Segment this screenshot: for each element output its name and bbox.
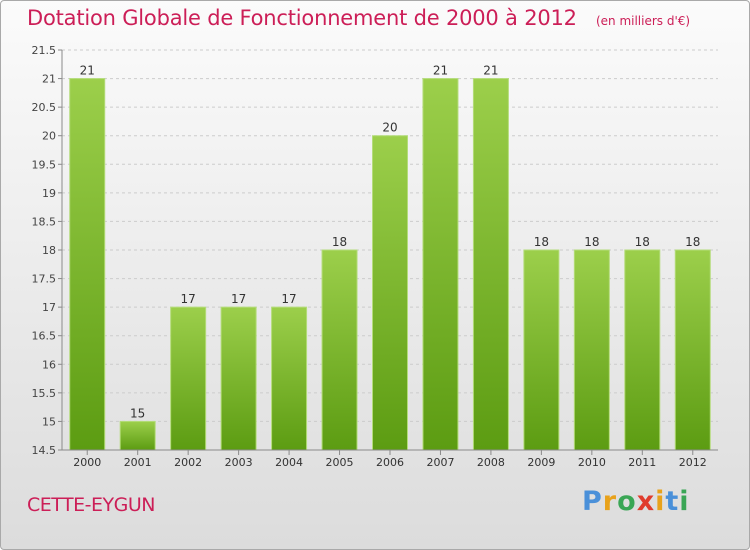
bar-value-label: 18 (332, 235, 347, 249)
y-tick-label: 17.5 (32, 273, 57, 286)
bar-value-label: 18 (635, 235, 650, 249)
bar (220, 306, 257, 451)
x-tick-label: 2003 (225, 456, 253, 469)
bar (372, 135, 408, 451)
commune-name: CETTE-EYGUN (27, 494, 155, 516)
brand-letter: x (636, 486, 656, 517)
x-tick-label: 2008 (477, 456, 505, 469)
bar-value-label: 17 (181, 292, 196, 306)
brand-letter: r (602, 486, 618, 517)
y-tick-label: 14.5 (32, 444, 57, 457)
chart-header: Dotation Globale de Fonctionnement de 20… (27, 6, 690, 30)
y-tick-label: 17 (42, 301, 56, 314)
y-tick-label: 15 (42, 415, 56, 428)
x-tick-label: 2009 (527, 456, 555, 469)
x-tick-label: 2004 (275, 456, 303, 469)
x-tick-label: 2001 (124, 456, 152, 469)
y-tick-label: 21 (42, 73, 56, 86)
brand-letter: P (582, 486, 603, 517)
bar (321, 249, 358, 451)
x-tick-label: 2011 (628, 456, 656, 469)
bar (523, 249, 560, 451)
x-tick-label: 2006 (376, 456, 404, 469)
y-tick-label: 18 (42, 244, 56, 257)
y-tick-label: 16 (42, 358, 56, 371)
y-tick-label: 19.5 (32, 158, 57, 171)
y-tick-label: 20 (42, 130, 56, 143)
bar-value-label: 17 (231, 292, 246, 306)
bar-value-label: 18 (685, 235, 700, 249)
bar-value-label: 18 (534, 235, 549, 249)
x-tick-label: 2007 (426, 456, 454, 469)
bar (119, 420, 156, 451)
x-tick-label: 2010 (578, 456, 606, 469)
bar (170, 306, 207, 451)
bar-value-label: 21 (433, 64, 448, 78)
y-tick-label: 19 (42, 187, 56, 200)
bar-value-label: 21 (483, 64, 498, 78)
bar-value-label: 20 (382, 121, 397, 135)
bar (624, 249, 661, 451)
x-tick-label: 2000 (73, 456, 101, 469)
bar-value-label: 18 (584, 235, 599, 249)
bar (674, 249, 711, 451)
bar-value-label: 21 (80, 64, 95, 78)
bar (69, 78, 106, 451)
bar-value-label: 15 (130, 406, 145, 420)
bar-value-label: 17 (281, 292, 296, 306)
bar (472, 78, 509, 451)
chart-subtitle: (en milliers d'€) (595, 14, 691, 28)
bar (573, 249, 610, 451)
brand-logo: Proxiti (582, 486, 690, 517)
y-tick-label: 21.5 (32, 44, 57, 57)
brand-letter: o (617, 486, 637, 517)
chart-title: Dotation Globale de Fonctionnement de 20… (27, 6, 577, 30)
y-tick-label: 15.5 (32, 387, 57, 400)
brand-letter: i (679, 486, 690, 517)
y-tick-label: 20.5 (32, 101, 57, 114)
x-tick-label: 2005 (326, 456, 354, 469)
brand-letter: t (665, 486, 680, 517)
y-tick-label: 16.5 (32, 330, 57, 343)
y-tick-label: 18.5 (32, 215, 57, 228)
brand-letter: i (655, 486, 666, 517)
x-tick-label: 2012 (679, 456, 707, 469)
bar (271, 306, 308, 451)
x-tick-label: 2002 (174, 456, 202, 469)
bar (422, 78, 459, 451)
